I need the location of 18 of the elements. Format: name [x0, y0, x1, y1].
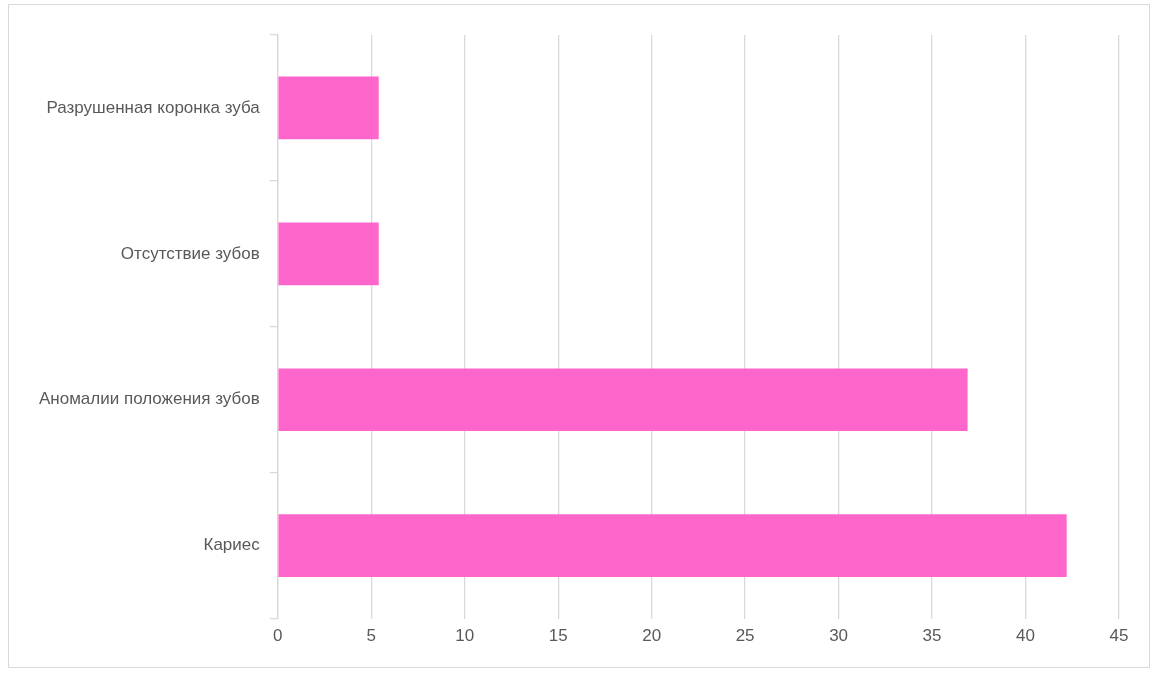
x-tick-label: 35 — [922, 626, 942, 646]
bar — [278, 514, 1067, 578]
bar — [278, 76, 379, 140]
x-tick-label: 10 — [455, 626, 475, 646]
x-tick-label: 45 — [1109, 626, 1129, 646]
bar — [278, 222, 379, 286]
x-tick-label: 25 — [735, 626, 755, 646]
x-tick-label: 0 — [273, 626, 283, 646]
y-tick-label: Отсутствие зубов — [120, 243, 260, 263]
y-tick-label: Кариес — [203, 535, 261, 555]
x-tick-label: 20 — [642, 626, 662, 646]
x-tick-label: 40 — [1016, 626, 1035, 646]
x-tick-label: 30 — [829, 626, 849, 646]
x-tick-label: 5 — [366, 626, 376, 646]
x-tick-label: 15 — [548, 626, 568, 646]
y-tick-label: Разрушенная коронка зуба — [46, 97, 261, 117]
y-tick-label: Аномалии положения зубов — [38, 389, 260, 409]
bar — [278, 368, 968, 432]
